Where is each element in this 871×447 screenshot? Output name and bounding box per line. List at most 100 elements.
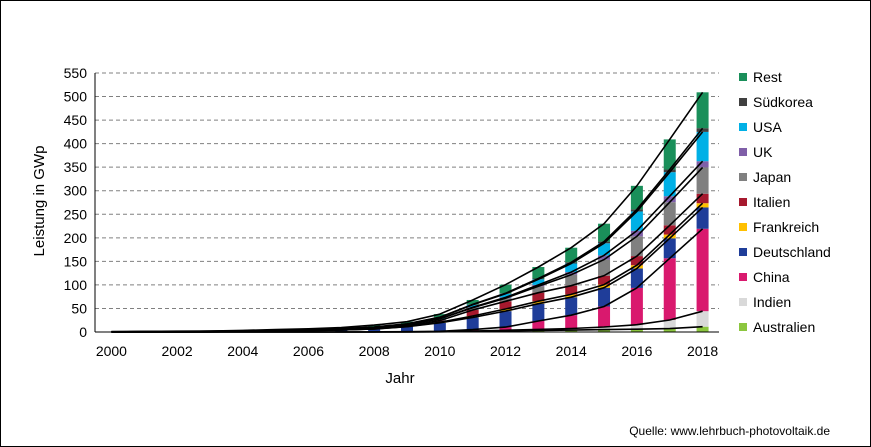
- bar-segment: [696, 207, 709, 229]
- x-axis-label: Jahr: [385, 370, 414, 387]
- bar-segment: [598, 275, 611, 285]
- legend-label: UK: [753, 144, 773, 160]
- bar-segment: [630, 211, 643, 231]
- series-connector-line: [111, 202, 704, 333]
- legend-swatch: [739, 173, 747, 181]
- bar-segment: [598, 329, 611, 332]
- legend-swatch: [739, 73, 747, 81]
- bar-segment: [696, 131, 709, 162]
- bar-segment: [630, 236, 643, 257]
- series-connector-line: [111, 91, 704, 333]
- bar-segment: [565, 315, 578, 329]
- legend-swatch: [739, 123, 747, 131]
- bar-segment: [532, 303, 545, 322]
- y-tick-label: 250: [64, 206, 88, 222]
- bar-segment: [696, 128, 709, 132]
- bar-segment: [598, 255, 611, 260]
- bar-segment: [532, 267, 545, 279]
- bar-segment: [499, 301, 512, 310]
- legend-swatch: [739, 148, 747, 156]
- bar-segment: [630, 230, 643, 237]
- legend-label: Rest: [753, 69, 782, 85]
- bar-segment: [532, 279, 545, 285]
- axis-layer: 0 50 100 150 200 250 300 350 400 450 500 550 2000 200…: [64, 65, 719, 359]
- bar-segment: [401, 321, 413, 324]
- x-tick-label: 2002: [162, 343, 193, 359]
- bar-segment: [696, 203, 709, 208]
- y-tick-label: 550: [64, 65, 88, 81]
- legend-label: Südkorea: [753, 94, 813, 110]
- bar-segment: [630, 324, 643, 330]
- bar-segment: [663, 238, 676, 259]
- bar-segment: [598, 223, 611, 242]
- bar-segment: [466, 310, 479, 317]
- legend-item: UK: [739, 142, 772, 162]
- bar-segment: [368, 329, 381, 332]
- bar-segment: [565, 285, 578, 295]
- bar-segment: [696, 161, 709, 168]
- bars-layer: [105, 92, 709, 332]
- bar-segment: [466, 304, 479, 308]
- series-connector-line: [111, 228, 704, 333]
- legend-swatch: [739, 298, 747, 306]
- series-connector-line: [111, 166, 704, 333]
- x-tick-label: 2010: [424, 343, 455, 359]
- bar-segment: [663, 234, 676, 239]
- bar-segment: [663, 258, 676, 320]
- bar-segment: [565, 297, 578, 316]
- legend-label: USA: [753, 119, 782, 135]
- legend-item: China: [739, 267, 790, 287]
- legend-label: Indien: [753, 294, 792, 310]
- bar-segment: [696, 92, 709, 129]
- x-tick-label: 2014: [556, 343, 587, 359]
- legend-item: Deutschland: [739, 242, 831, 262]
- bar-segment: [433, 320, 446, 323]
- bar-segment: [630, 185, 643, 210]
- bar-segment: [532, 292, 545, 302]
- bar-segment: [532, 286, 545, 293]
- bar-segment: [663, 172, 676, 197]
- bar-segment: [466, 299, 479, 305]
- legend-item: Japan: [739, 167, 791, 187]
- legend-item: Rest: [739, 67, 782, 87]
- bar-segment: [598, 326, 611, 330]
- y-tick-label: 450: [64, 112, 88, 128]
- y-tick-label: 150: [64, 253, 88, 269]
- bar-segment: [466, 307, 479, 311]
- grid-layer: [95, 72, 719, 309]
- bar-segment: [663, 169, 676, 173]
- bar-segment: [368, 325, 381, 328]
- bar-segment: [499, 309, 512, 312]
- bar-segment: [696, 193, 709, 204]
- bar-segment: [335, 329, 348, 332]
- legend-item: Südkorea: [739, 92, 813, 112]
- legend-label: Italien: [753, 194, 791, 210]
- bar-segment: [499, 293, 512, 298]
- bar-segment: [663, 328, 676, 332]
- bar-segment: [532, 321, 545, 330]
- bar-segment: [663, 202, 676, 226]
- x-tick-label: 2016: [621, 343, 652, 359]
- legend-label: Japan: [753, 169, 792, 185]
- y-tick-label: 100: [64, 277, 88, 293]
- y-axis-label: Leistung in GWp: [31, 146, 48, 257]
- legend-item: Italien: [739, 192, 790, 212]
- y-tick-label: 500: [64, 89, 88, 105]
- bar-segment: [532, 301, 545, 304]
- y-tick-label: 350: [64, 159, 88, 175]
- bar-segment: [499, 311, 512, 328]
- legend-label: Deutschland: [753, 244, 831, 260]
- bar-segment: [630, 287, 643, 325]
- bar-segment: [433, 314, 446, 318]
- legend-item: Australien: [739, 317, 815, 337]
- bar-segment: [565, 272, 578, 275]
- bar-segment: [696, 311, 709, 327]
- bar-segment: [499, 327, 512, 331]
- legend-swatch: [739, 198, 747, 206]
- y-tick-label: 400: [64, 136, 88, 152]
- bar-segment: [565, 263, 578, 273]
- series-connector-line: [111, 160, 704, 333]
- bar-segment: [598, 284, 611, 288]
- bar-segment: [598, 306, 611, 327]
